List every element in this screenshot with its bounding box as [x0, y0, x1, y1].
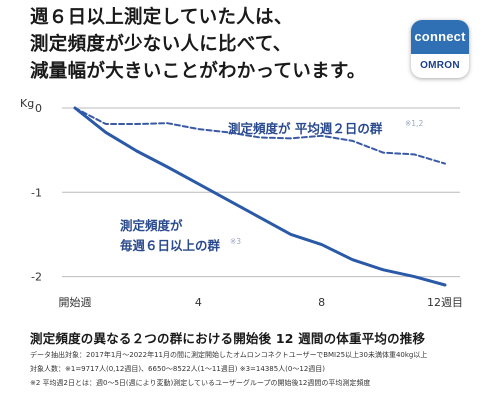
series-label-2-line-2: 毎週６日以上の群 [120, 238, 221, 253]
logo-connect-text: connect [411, 20, 469, 54]
headline-line-2: 測定頻度が少ない人に比べて、 [30, 34, 292, 55]
y-axis-label: Kg [20, 97, 34, 110]
caption-title: 測定頻度の異なる２つの群における開始後 12 週間の体重平均の推移 [30, 331, 426, 346]
logo-omron-text: OMRON [420, 60, 460, 71]
x-tick-label: 8 [318, 296, 325, 309]
footnote-1: データ抽出対象：2017年1月～2022年11月の間に測定開始したオムロンコネク… [30, 351, 428, 359]
footnote-2: 対象人数：※1=9717人(0,12週目)、6650～8522人(1～11週目)… [30, 365, 325, 373]
y-tick-label: -1 [31, 186, 42, 199]
x-tick-label: 開始週 [59, 295, 92, 309]
headline: 週６日以上測定していた人は、 測定頻度が少ない人に比べて、 減量幅が大きいことが… [30, 4, 410, 85]
y-tick-label: -2 [31, 271, 42, 284]
x-tick-label: 12週目 [427, 296, 463, 309]
x-tick-label: 4 [195, 296, 202, 309]
series-label-2-note: ※3 [230, 237, 241, 246]
series-line-1 [74, 107, 446, 165]
series-label-1-note: ※1,2 [405, 119, 423, 128]
headline-line-1: 週６日以上測定していた人は、 [30, 7, 293, 28]
omron-connect-logo: connect OMRON [411, 20, 469, 78]
footnote-3: ※2 平均週2日とは：週0～5日(週により変動)測定しているユーザーグループの開… [30, 379, 371, 387]
series-label-1: 測定頻度が 平均週２日の群 [228, 121, 383, 136]
series-line-2 [73, 106, 447, 287]
headline-line-3: 減量幅が大きいことがわかっています。 [30, 61, 366, 82]
series-label-2-line-1: 測定頻度が [120, 218, 183, 233]
y-tick-label: 0 [35, 102, 42, 115]
weight-change-chart: 0 -1 -2 Kg 開始週 4 8 12週目 測定頻度が 平均週２日の群 ※1,2 測定頻度が毎週… [20, 97, 463, 309]
